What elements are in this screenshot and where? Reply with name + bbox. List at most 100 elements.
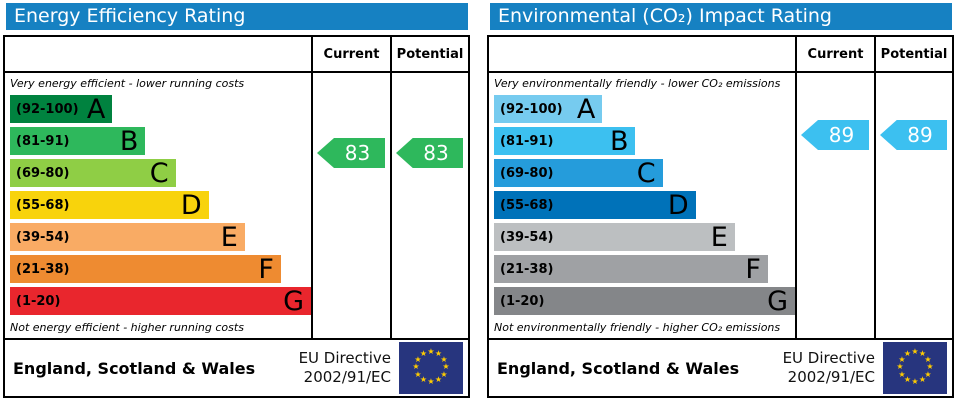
eu-directive-line1: EU Directive xyxy=(782,349,875,367)
band-range-label: (1-20) xyxy=(500,293,545,309)
eu-star-icon: ★ xyxy=(434,349,443,358)
eu-star-icon: ★ xyxy=(896,362,904,371)
top-caption: Very environmentally friendly - lower CO… xyxy=(494,77,781,90)
band-letter: B xyxy=(119,125,139,157)
rating-body-row: Very energy efficient - lower running co… xyxy=(5,73,468,338)
eu-star-icon: ★ xyxy=(898,354,906,364)
chart-title: Environmental (CO₂) Impact Rating xyxy=(490,3,952,30)
rating-band-b: (81-91) B xyxy=(494,125,636,157)
column-header-row: Current Potential xyxy=(489,37,952,73)
band-range-label: (55-68) xyxy=(500,197,554,213)
band-letter: F xyxy=(258,253,274,285)
eu-flag-icon: ★ ★ ★ ★ ★ ★ ★ ★ ★ ★ ★ ★ xyxy=(399,342,463,394)
eu-star-icon: ★ xyxy=(419,374,428,384)
eu-star-icon: ★ xyxy=(918,374,927,384)
eu-star-icon: ★ xyxy=(442,362,450,371)
band-range-label: (21-38) xyxy=(500,261,554,277)
top-caption: Very energy efficient - lower running co… xyxy=(10,77,245,90)
band-letter: D xyxy=(180,189,202,221)
band-range-label: (81-91) xyxy=(16,133,70,149)
energy-efficiency-chart: Energy Efficiency Rating Current Potenti… xyxy=(3,3,470,398)
band-letter: G xyxy=(767,285,788,317)
rating-scale: Very energy efficient - lower running co… xyxy=(5,73,311,338)
eu-directive-line2: 2002/91/EC xyxy=(303,368,391,386)
band-letter: A xyxy=(86,93,106,125)
region-label: England, Scotland & Wales xyxy=(13,358,256,378)
band-letter: B xyxy=(609,125,629,157)
scale-header-cell xyxy=(489,37,795,71)
band-range-label: (55-68) xyxy=(16,197,70,213)
eu-star-icon: ★ xyxy=(911,347,919,356)
eu-star-icon: ★ xyxy=(918,349,927,358)
band-letter: E xyxy=(710,221,728,253)
eu-star-icon: ★ xyxy=(924,354,932,364)
band-letter: E xyxy=(220,221,238,253)
band-range-label: (81-91) xyxy=(500,133,554,149)
chart-footer: England, Scotland & Wales EU Directive 2… xyxy=(5,338,468,396)
current-rating-cell: 89 xyxy=(795,73,874,338)
column-header-row: Current Potential xyxy=(5,37,468,73)
eu-star-icon: ★ xyxy=(427,377,435,386)
band-range-label: (39-54) xyxy=(500,229,554,245)
eu-star-icon: ★ xyxy=(911,377,919,386)
band-range-label: (39-54) xyxy=(16,229,70,245)
band-letter: C xyxy=(636,157,656,189)
eu-star-icon: ★ xyxy=(434,374,443,384)
eu-directive-line1: EU Directive xyxy=(298,349,391,367)
rating-band-e: (39-54) E xyxy=(10,223,245,251)
band-letter: A xyxy=(576,93,596,125)
region-label: England, Scotland & Wales xyxy=(497,358,740,378)
eu-star-icon: ★ xyxy=(903,349,912,358)
column-header-potential: Potential xyxy=(874,37,952,71)
eu-star-icon: ★ xyxy=(414,354,422,364)
rating-band-d: (55-68) D xyxy=(10,191,209,219)
current-rating-arrow: 83 xyxy=(317,138,385,168)
band-range-label: (92-100) xyxy=(16,101,79,117)
eu-star-icon: ★ xyxy=(414,369,422,379)
eu-directive-line2: 2002/91/EC xyxy=(787,368,875,386)
eu-star-icon: ★ xyxy=(903,374,912,384)
band-list: (92-100) A (81-91) B (69-80) C (55-68) D (39-54)… xyxy=(494,95,795,319)
chart-title: Energy Efficiency Rating xyxy=(6,3,468,30)
current-rating-arrow: 89 xyxy=(801,120,869,150)
environmental-impact-chart: Environmental (CO₂) Impact Rating Curren… xyxy=(487,3,954,398)
band-letter: G xyxy=(283,285,304,317)
eu-star-icon: ★ xyxy=(427,347,435,356)
rating-band-g: (1-20) G xyxy=(10,287,311,315)
rating-scale: Very environmentally friendly - lower CO… xyxy=(489,73,795,338)
rating-body-row: Very environmentally friendly - lower CO… xyxy=(489,73,952,338)
eu-directive-label: EU Directive 2002/91/EC xyxy=(783,349,875,387)
rating-band-b: (81-91) B xyxy=(10,125,146,157)
column-header-current: Current xyxy=(795,37,874,71)
band-range-label: (92-100) xyxy=(500,101,563,117)
chart-footer: England, Scotland & Wales EU Directive 2… xyxy=(489,338,952,396)
band-range-label: (21-38) xyxy=(16,261,70,277)
band-range-label: (1-20) xyxy=(16,293,61,309)
eu-star-icon: ★ xyxy=(412,362,420,371)
band-letter: D xyxy=(667,189,689,221)
band-list: (92-100) A (81-91) B (69-80) C (55-68) D (39-54)… xyxy=(10,95,311,319)
eu-directive-label: EU Directive 2002/91/EC xyxy=(299,349,391,387)
rating-band-d: (55-68) D xyxy=(494,191,696,219)
rating-band-e: (39-54) E xyxy=(494,223,735,251)
bottom-caption: Not energy efficient - higher running co… xyxy=(10,321,244,334)
band-letter: F xyxy=(745,253,761,285)
band-letter: C xyxy=(149,157,169,189)
rating-band-f: (21-38) F xyxy=(10,255,281,283)
column-header-current: Current xyxy=(311,37,390,71)
eu-star-icon: ★ xyxy=(419,349,428,358)
eu-star-icon: ★ xyxy=(926,362,934,371)
bottom-caption: Not environmentally friendly - higher CO… xyxy=(494,321,781,334)
eu-star-icon: ★ xyxy=(440,354,448,364)
band-range-label: (69-80) xyxy=(500,165,554,181)
eu-star-icon: ★ xyxy=(898,369,906,379)
eu-star-icon: ★ xyxy=(440,369,448,379)
rating-band-a: (92-100) A xyxy=(494,93,603,125)
potential-rating-cell: 83 xyxy=(390,73,468,338)
rating-band-f: (21-38) F xyxy=(494,255,768,283)
rating-table: Current Potential Very energy efficient … xyxy=(3,35,470,398)
potential-rating-cell: 89 xyxy=(874,73,952,338)
potential-rating-arrow: 89 xyxy=(880,120,947,150)
rating-band-a: (92-100) A xyxy=(10,93,113,125)
